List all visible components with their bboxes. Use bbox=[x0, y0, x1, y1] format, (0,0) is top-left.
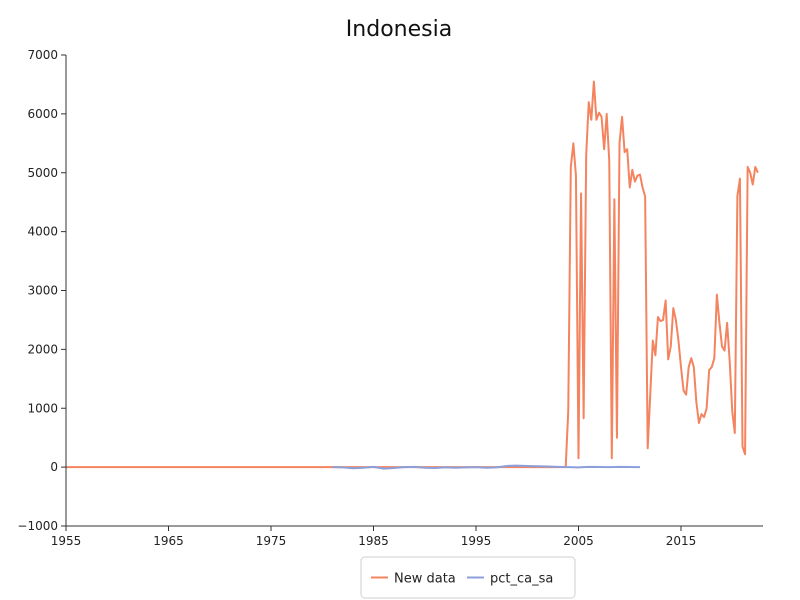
legend-label: pct_ca_sa bbox=[490, 572, 553, 587]
series-line-new-data bbox=[66, 80, 759, 469]
y-tick-label: 5000 bbox=[27, 166, 58, 180]
y-tick-label: 0 bbox=[50, 460, 58, 474]
y-tick-label: 6000 bbox=[27, 107, 58, 121]
legend: New data pct_ca_sa bbox=[360, 556, 576, 599]
x-tick-label: 2005 bbox=[563, 534, 594, 548]
x-tick-label: 1955 bbox=[51, 534, 82, 548]
x-tick-label: 1995 bbox=[461, 534, 492, 548]
x-tick-label: 2015 bbox=[666, 534, 697, 548]
y-tick-label: 1000 bbox=[27, 401, 58, 415]
x-tick-label: 1975 bbox=[256, 534, 287, 548]
y-tick-label: 2000 bbox=[27, 342, 58, 356]
y-tick-label: 7000 bbox=[27, 48, 58, 62]
series-line-pct-ca-sa bbox=[332, 464, 641, 470]
chart-title: Indonesia bbox=[346, 17, 452, 42]
y-tick-label: 3000 bbox=[27, 284, 58, 298]
x-tick-label: 1985 bbox=[358, 534, 389, 548]
x-tick-label: 1965 bbox=[153, 534, 184, 548]
y-tick-label: −1000 bbox=[17, 519, 58, 533]
y-tick-label: 4000 bbox=[27, 225, 58, 239]
legend-label: New data bbox=[394, 572, 456, 587]
